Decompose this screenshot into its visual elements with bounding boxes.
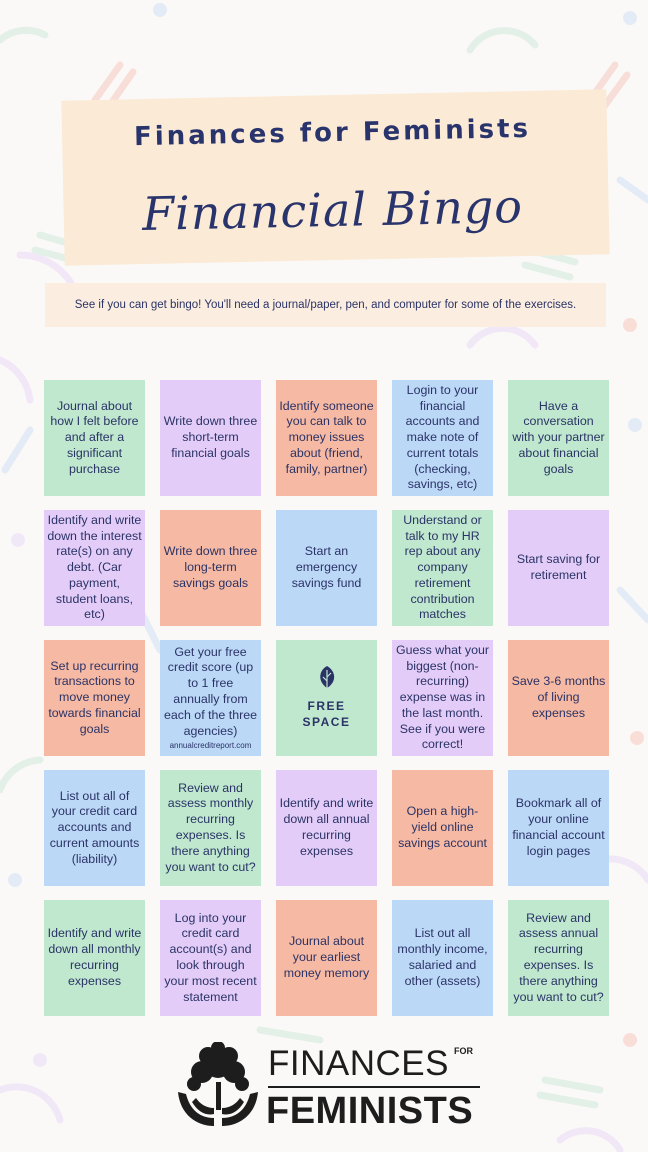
- logo-text-for: FOR: [454, 1046, 473, 1056]
- logo-divider: [268, 1086, 480, 1088]
- bingo-square-text: Start saving for retirement: [516, 552, 601, 582]
- bingo-free-space: FREE SPACE: [276, 640, 377, 756]
- bingo-square-text: Journal about your earliest money memory: [283, 934, 370, 980]
- bingo-square-text: Set up recurring transactions to move mo…: [48, 658, 141, 736]
- logo-text-finances: FINANCES: [268, 1044, 449, 1083]
- bingo-square-text: Log into your credit card account(s) and…: [164, 910, 257, 1004]
- bingo-square: Save 3-6 months of living expenses: [508, 640, 609, 756]
- bingo-square-text: Identify and write down all monthly recu…: [47, 926, 142, 988]
- leaf-icon: [319, 666, 334, 691]
- bingo-square-text: Bookmark all of your online financial ac…: [512, 796, 605, 858]
- bingo-square: Log into your credit card account(s) and…: [160, 900, 261, 1016]
- bingo-square-text: Login to your financial accounts and mak…: [405, 382, 480, 492]
- bingo-square: Journal about your earliest money memory: [276, 900, 377, 1016]
- bingo-square: Identify and write down all monthly recu…: [44, 900, 145, 1016]
- bingo-square-text: Guess what your biggest (non-recurring) …: [396, 642, 489, 752]
- bingo-square: Identify and write down the interest rat…: [44, 510, 145, 626]
- bingo-square: Bookmark all of your online financial ac…: [508, 770, 609, 886]
- bingo-square: List out all monthly income, salaried an…: [392, 900, 493, 1016]
- bingo-square: Get your free credit score (up to 1 free…: [160, 640, 261, 756]
- bingo-square-text: Identify someone you can talk to money i…: [279, 398, 374, 476]
- logo-text-feminists: FEMINISTS: [266, 1090, 474, 1132]
- bingo-grid: Journal about how I felt before and afte…: [44, 380, 609, 1016]
- bingo-square: Guess what your biggest (non-recurring) …: [392, 640, 493, 756]
- bingo-square: Write down three short-term financial go…: [160, 380, 261, 496]
- bingo-square: Login to your financial accounts and mak…: [392, 380, 493, 496]
- bingo-square-text: Journal about how I felt before and afte…: [50, 398, 139, 476]
- bingo-square-text: Understand or talk to my HR rep about an…: [403, 512, 482, 622]
- bingo-square-text: Review and assess annual recurring expen…: [513, 910, 604, 1004]
- bingo-square-text: Get your free credit score (up to 1 free…: [164, 644, 257, 738]
- bingo-square-text: Identify and write down all annual recur…: [279, 796, 374, 858]
- bingo-square: Identify and write down all annual recur…: [276, 770, 377, 886]
- bingo-square: Start saving for retirement: [508, 510, 609, 626]
- bingo-square-text: List out all monthly income, salaried an…: [397, 926, 488, 988]
- intro-text: See if you can get bingo! You'll need a …: [45, 283, 606, 327]
- bingo-square: Review and assess annual recurring expen…: [508, 900, 609, 1016]
- bingo-square-text: Save 3-6 months of living expenses: [511, 674, 606, 720]
- bingo-square: Start an emergency savings fund: [276, 510, 377, 626]
- bingo-square-text: Open a high-yield online savings account: [398, 804, 487, 850]
- free-space-label: FREE SPACE: [302, 699, 351, 729]
- tree-in-hands-icon: [178, 1042, 258, 1126]
- page-subtitle: Financial Bingo: [141, 179, 524, 241]
- bingo-square-text: Identify and write down the interest rat…: [47, 512, 142, 622]
- bingo-square: Set up recurring transactions to move mo…: [44, 640, 145, 756]
- bingo-square: Write down three long-term savings goals: [160, 510, 261, 626]
- bingo-square-text: List out all of your credit card account…: [49, 788, 140, 866]
- bingo-square: Journal about how I felt before and afte…: [44, 380, 145, 496]
- bingo-square: List out all of your credit card account…: [44, 770, 145, 886]
- bingo-square: Open a high-yield online savings account: [392, 770, 493, 886]
- bingo-square-text: Write down three long-term savings goals: [163, 544, 258, 590]
- bingo-square-text: Have a conversation with your partner ab…: [512, 398, 605, 476]
- bingo-square: Identify someone you can talk to money i…: [276, 380, 377, 496]
- bingo-square-text: Write down three short-term financial go…: [163, 414, 258, 460]
- bingo-square: Understand or talk to my HR rep about an…: [392, 510, 493, 626]
- bingo-square: Have a conversation with your partner ab…: [508, 380, 609, 496]
- bingo-square-text: Review and assess monthly recurring expe…: [165, 780, 256, 874]
- bingo-square-text: Start an emergency savings fund: [291, 544, 362, 590]
- bingo-square: Review and assess monthly recurring expe…: [160, 770, 261, 886]
- bingo-square-note: annualcreditreport.com: [169, 741, 252, 751]
